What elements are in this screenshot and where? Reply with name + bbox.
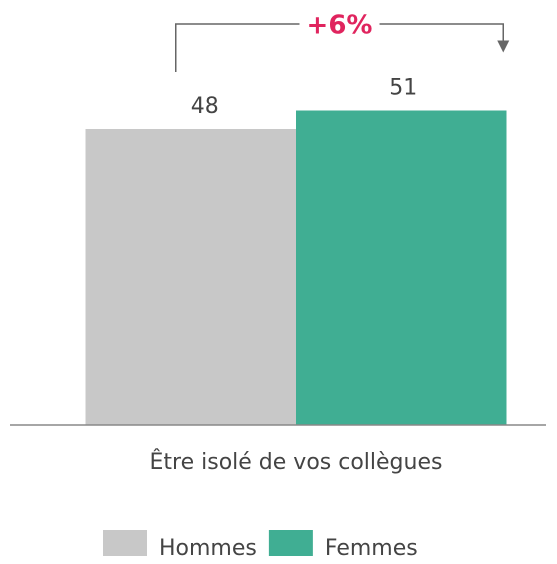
bar: [85, 129, 296, 425]
x-tick-label: Être isolé de vos collègues: [150, 449, 443, 475]
data-label: 51: [389, 76, 417, 101]
legend-label: Femmes: [325, 536, 418, 561]
legend-label: Hommes: [159, 536, 257, 561]
legend-swatch: [103, 530, 147, 556]
annotation-arrow: [497, 40, 510, 53]
data-label: 48: [191, 94, 219, 119]
annotation: +6%: [307, 11, 373, 41]
bar: [296, 110, 507, 425]
legend-swatch: [268, 530, 313, 556]
annotation-bg: [299, 10, 380, 38]
